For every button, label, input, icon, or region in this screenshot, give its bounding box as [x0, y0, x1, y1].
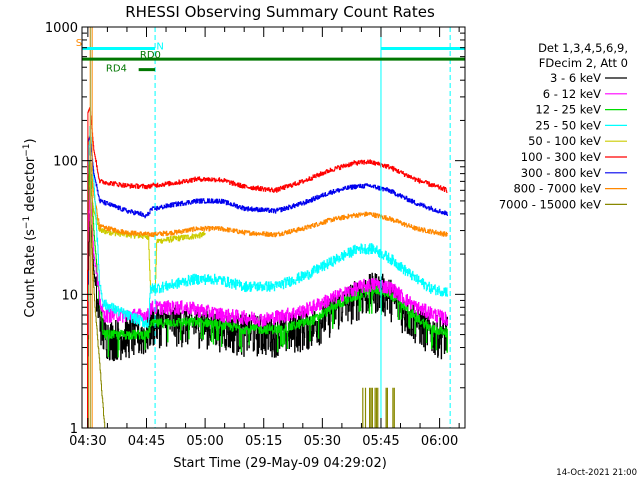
y-tick-label: 1 [70, 422, 78, 437]
legend: Det 1,3,4,5,6,9, FDecim 2, Att 0 3 - 6 k… [499, 41, 628, 211]
legend-entry-label: 6 - 12 keV [543, 87, 601, 101]
legend-entry-label: 7000 - 15000 keV [499, 197, 601, 211]
y-axis-label-main: Count Rate (s [23, 229, 38, 318]
y-tick-label: 1000 [45, 21, 78, 36]
series-7000-15000-kev-bursts [362, 387, 395, 428]
x-tick-label: 05:00 [186, 434, 223, 449]
legend-entry-label: 100 - 300 keV [521, 150, 601, 164]
y-axis-label-end: ) [23, 138, 38, 143]
legend-header-line-2: FDecim 2, Att 0 [539, 56, 628, 70]
legend-entry-label: 800 - 7000 keV [513, 182, 601, 196]
y-axis-label: Count Rate (s−1 detector−1) [22, 138, 38, 317]
flag-label: N [156, 41, 163, 52]
flag-label: RD4 [106, 63, 127, 74]
legend-header-line-1: Det 1,3,4,5,6,9, [538, 41, 628, 55]
y-axis-label-sup2: −1 [22, 143, 32, 156]
legend-entry-label: 300 - 800 keV [521, 166, 601, 180]
series-25-50-kev-line [87, 126, 448, 428]
x-tick-label: 05:15 [245, 434, 282, 449]
y-axis-label-sup1: −1 [22, 216, 32, 229]
plot-area [87, 27, 451, 428]
legend-entry-label: 12 - 25 keV [535, 103, 601, 117]
legend-entry-label: 50 - 100 keV [528, 134, 601, 148]
series-100-300-kev-line [87, 107, 448, 428]
flag-label: S [76, 38, 82, 49]
footer-timestamp: 14-Oct-2021 21:00 [556, 468, 637, 478]
flag-label: RD0 [140, 50, 161, 61]
x-tick-label: 06:00 [421, 434, 458, 449]
x-tick-label: 04:45 [128, 434, 165, 449]
series-800-7000-kev-line [87, 136, 448, 428]
chart-title: RHESSI Observing Summary Count Rates [125, 3, 435, 21]
y-axis-label-mid: detector [23, 156, 38, 216]
x-tick-label: 04:30 [69, 434, 106, 449]
y-tick-label: 10 [61, 288, 78, 303]
legend-entry-label: 3 - 6 keV [550, 71, 601, 85]
x-axis-label: Start Time (29-May-09 04:29:02) [173, 456, 387, 471]
x-tick-label: 05:30 [304, 434, 341, 449]
x-tick-label: 05:45 [362, 434, 399, 449]
y-tick-label: 100 [53, 155, 78, 170]
plot-border [81, 26, 466, 429]
axes: 1 10 100 1000 04:30 04:45 05:00 05:15 05:30 05:45… [45, 21, 466, 449]
series-6-12-kev-line [87, 189, 448, 428]
legend-entry-label: 25 - 50 keV [535, 118, 601, 132]
series-300-800-kev-line [87, 136, 448, 428]
